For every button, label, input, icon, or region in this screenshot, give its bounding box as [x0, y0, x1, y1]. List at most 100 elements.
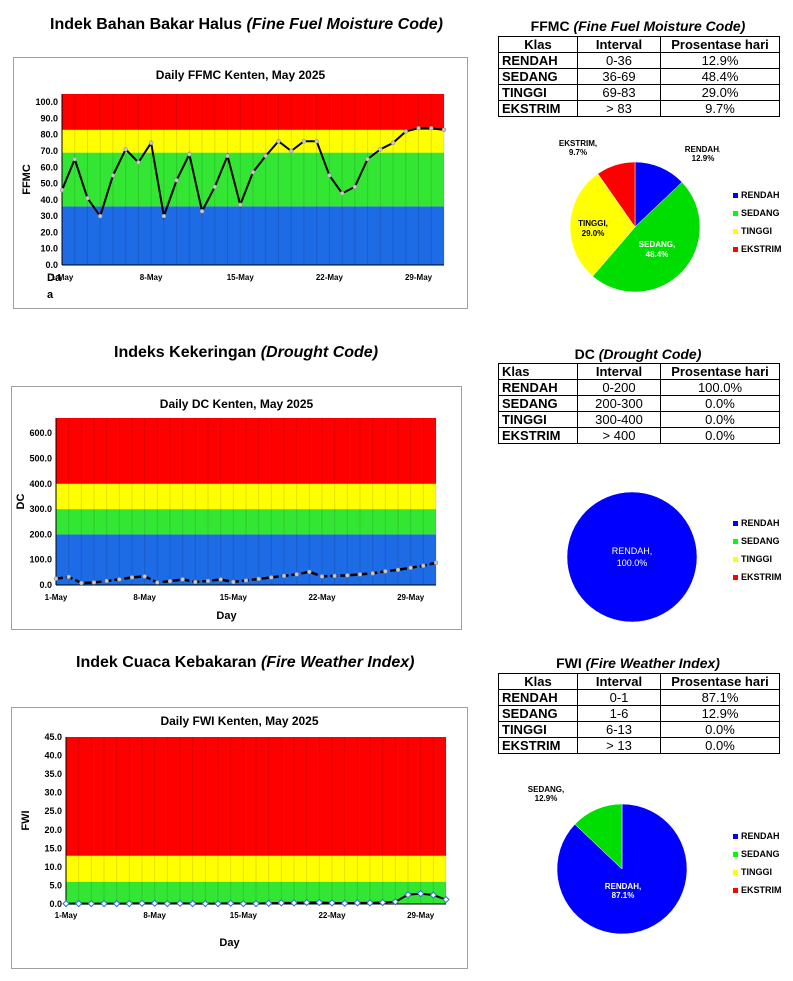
- data-point: [155, 580, 160, 585]
- data-point: [142, 574, 147, 579]
- data-point: [442, 895, 450, 904]
- table-row: TINGGI 300-400 0.0%: [498, 411, 780, 428]
- dc-pie-chart: RENDAH, 100.0%: [566, 491, 698, 623]
- klas-cell: SEDANG: [498, 705, 578, 722]
- pct-cell: 0.0%: [660, 395, 780, 412]
- y-tick-label: 70.0: [40, 146, 58, 156]
- data-point: [225, 153, 230, 159]
- pie-label-sedang-pct: 12.9%: [535, 794, 558, 803]
- x-tick-label: 8-May: [133, 593, 156, 602]
- legend-swatch: [733, 833, 738, 839]
- table-row: SEDANG 36-69 48.4%: [498, 68, 780, 85]
- y-tick-label: 200.0: [29, 529, 52, 539]
- pie-slice-tinggi: [569, 173, 636, 277]
- table-row: RENDAH 0-1 87.1%: [498, 689, 780, 706]
- y-tick-label: 400.0: [29, 479, 52, 489]
- y-tick-label: 300.0: [29, 504, 52, 514]
- fwi-class-table: Klas Interval Prosentase hari RENDAH 0-1 8…: [498, 673, 780, 754]
- data-point: [231, 579, 236, 585]
- table-row: TINGGI 6-13 0.0%: [498, 721, 780, 738]
- data-point: [352, 184, 358, 190]
- chart-title: Daily DC Kenten, May 2025: [160, 397, 314, 411]
- pie-label-rendah-pct: 87.1%: [612, 891, 635, 900]
- y-tick-label: 30.0: [40, 211, 58, 221]
- data-point: [167, 578, 173, 584]
- data-point: [123, 147, 128, 152]
- data-point: [53, 576, 59, 581]
- legend-swatch: [733, 887, 738, 893]
- interval-cell: 200-300: [577, 395, 661, 412]
- ffmc-chart-svg: Daily FFMC Kenten, May 2025 0.0 10.0 20.0 30…: [21, 68, 447, 301]
- x-tick-label: 29-May: [407, 911, 435, 920]
- pct-cell: 0.0%: [660, 721, 780, 738]
- table-row: SEDANG 1-6 12.9%: [498, 705, 780, 722]
- y-tick-label: 600.0: [29, 428, 52, 438]
- fwi-section-title: Indek Cuaca Kebakaran (Fire Weather Inde…: [76, 654, 415, 671]
- y-tick-label: 10.0: [44, 862, 62, 872]
- data-point: [112, 899, 121, 908]
- y-tick-label: 20.0: [44, 825, 62, 835]
- x-axis-label: Day: [216, 610, 237, 622]
- ffmc-section-title: Indek Bahan Bakar Halus (Fine Fuel Moist…: [50, 16, 443, 33]
- fwi-table-title: FWI (Fire Weather Index): [556, 655, 720, 671]
- data-point: [250, 169, 256, 175]
- data-point: [416, 125, 421, 131]
- data-point: [256, 576, 261, 582]
- pie-slice-rendah: [566, 491, 698, 623]
- header-interval: Interval: [577, 673, 661, 690]
- legend-label: SEDANG: [741, 208, 780, 218]
- data-point: [383, 569, 388, 574]
- y-axis-label: DC: [15, 494, 27, 510]
- data-point: [370, 571, 375, 576]
- table-row: RENDAH 0-200 100.0%: [498, 379, 780, 396]
- data-point: [263, 153, 268, 159]
- legend-label: EKSTRIM: [741, 572, 782, 582]
- data-point: [390, 140, 396, 146]
- data-point: [66, 574, 71, 580]
- pie-label-rendah-name: RENDAH,: [685, 145, 720, 154]
- y-tick-label: 0.0: [45, 260, 58, 270]
- data-point: [403, 129, 409, 134]
- ffmc-chart: Daily FFMC Kenten, May 2025 0.0 10.0 20.0 30…: [13, 57, 468, 309]
- dc-section-title: Indeks Kekeringan (Drought Code): [114, 344, 379, 361]
- pie-label-ekstrim-pct: 9.7%: [569, 148, 587, 157]
- ffmc-pie-legend: RENDAH SEDANG TINGGI EKSTRIM: [733, 186, 782, 258]
- fwi-pie-chart: SEDANG, 12.9% RENDAH, 87.1%: [528, 785, 688, 935]
- klas-cell: TINGGI: [498, 721, 578, 738]
- data-point: [62, 899, 70, 908]
- legend-label: TINGGI: [741, 226, 772, 236]
- data-point: [148, 140, 154, 146]
- header-klas: Klas: [498, 36, 578, 53]
- table-row: EKSTRIM > 83 9.7%: [498, 100, 780, 117]
- klas-cell: RENDAH: [498, 689, 578, 706]
- klas-cell: RENDAH: [498, 379, 578, 396]
- data-point: [357, 572, 363, 577]
- y-tick-label: 100.0: [29, 555, 52, 565]
- y-tick-label: 40.0: [40, 195, 58, 205]
- data-point: [421, 563, 426, 569]
- legend-swatch: [733, 228, 738, 234]
- data-point: [199, 209, 205, 214]
- band-ekstrim: [56, 418, 436, 484]
- pie-slice-ekstrim: [597, 161, 636, 228]
- legend-label: EKSTRIM: [741, 244, 782, 254]
- band-tinggi: [66, 855, 446, 882]
- table-row: SEDANG 200-300 0.0%: [498, 395, 780, 412]
- klas-cell: RENDAH: [498, 52, 578, 69]
- data-point: [243, 578, 249, 583]
- header-prosentase: Prosentase hari: [660, 36, 780, 53]
- data-point: [212, 184, 218, 190]
- y-tick-label: 0.0: [49, 899, 62, 909]
- legend-swatch: [733, 192, 738, 198]
- data-point: [378, 147, 383, 152]
- y-tick-label: 25.0: [44, 806, 62, 816]
- data-point: [163, 899, 172, 908]
- band-ekstrim: [66, 737, 446, 856]
- klas-cell: SEDANG: [498, 395, 578, 412]
- data-point: [416, 889, 425, 898]
- data-point: [353, 899, 362, 907]
- data-point: [161, 213, 167, 219]
- ffmc-class-table: Klas Interval Prosentase hari RENDAH 0-36…: [498, 36, 780, 117]
- data-point: [302, 898, 311, 907]
- interval-cell: > 13: [577, 737, 661, 754]
